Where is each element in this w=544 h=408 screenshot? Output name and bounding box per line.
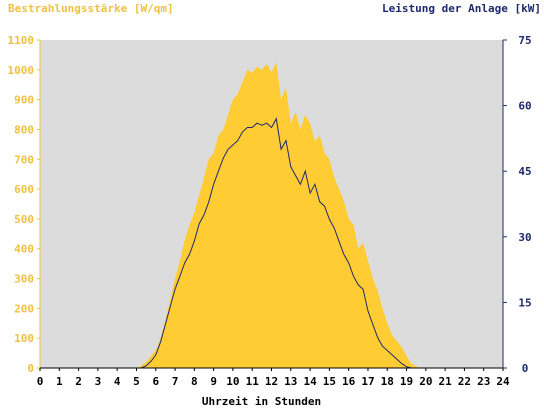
right-tick-label: 30 [518, 231, 531, 244]
left-tick-label: 0 [27, 362, 34, 375]
x-tick-label: 5 [133, 375, 140, 388]
x-tick-label: 7 [172, 375, 179, 388]
right-tick-label: 60 [518, 100, 531, 113]
x-tick-label: 24 [496, 375, 510, 388]
x-tick-label: 8 [191, 375, 198, 388]
left-tick-label: 300 [14, 273, 34, 286]
x-tick-label: 23 [477, 375, 490, 388]
x-tick-label: 6 [152, 375, 159, 388]
irradiance-area [40, 62, 503, 369]
x-tick-label: 0 [37, 375, 44, 388]
right-tick-label: 15 [518, 296, 531, 309]
x-tick-label: 2 [75, 375, 82, 388]
right-tick-label: 75 [518, 34, 531, 47]
x-tick-label: 3 [95, 375, 102, 388]
left-tick-label: 200 [14, 302, 34, 315]
left-tick-label: 100 [14, 332, 34, 345]
x-axis-label: Uhrzeit in Stunden [202, 395, 321, 408]
x-tick-label: 17 [361, 375, 374, 388]
x-tick-label: 20 [419, 375, 432, 388]
x-tick-label: 15 [323, 375, 336, 388]
right-tick-label: 45 [518, 165, 531, 178]
x-tick-label: 21 [439, 375, 453, 388]
right-tick-label: 0 [522, 362, 529, 375]
left-tick-label: 700 [14, 153, 34, 166]
left-tick-label: 600 [14, 183, 34, 196]
x-tick-label: 9 [210, 375, 217, 388]
x-tick-label: 11 [246, 375, 260, 388]
x-tick-label: 22 [458, 375, 471, 388]
left-tick-label: 1000 [8, 64, 35, 77]
x-tick-label: 10 [226, 375, 239, 388]
x-tick-label: 12 [265, 375, 278, 388]
x-tick-label: 1 [56, 375, 63, 388]
left-tick-label: 900 [14, 94, 34, 107]
left-axis-title: Bestrahlungsstärke [W/qm] [8, 2, 174, 15]
left-tick-label: 800 [14, 123, 34, 136]
x-tick-label: 13 [284, 375, 297, 388]
power-line [40, 117, 503, 369]
left-tick-label: 1100 [8, 34, 35, 47]
left-tick-label: 400 [14, 243, 34, 256]
x-tick-label: 16 [342, 375, 356, 388]
left-tick-label: 500 [14, 213, 34, 226]
x-tick-label: 14 [303, 375, 317, 388]
x-tick-label: 18 [381, 375, 394, 388]
right-axis-title: Leistung der Anlage [kW] [382, 2, 541, 15]
x-tick-label: 19 [400, 375, 413, 388]
x-tick-label: 4 [114, 375, 121, 388]
